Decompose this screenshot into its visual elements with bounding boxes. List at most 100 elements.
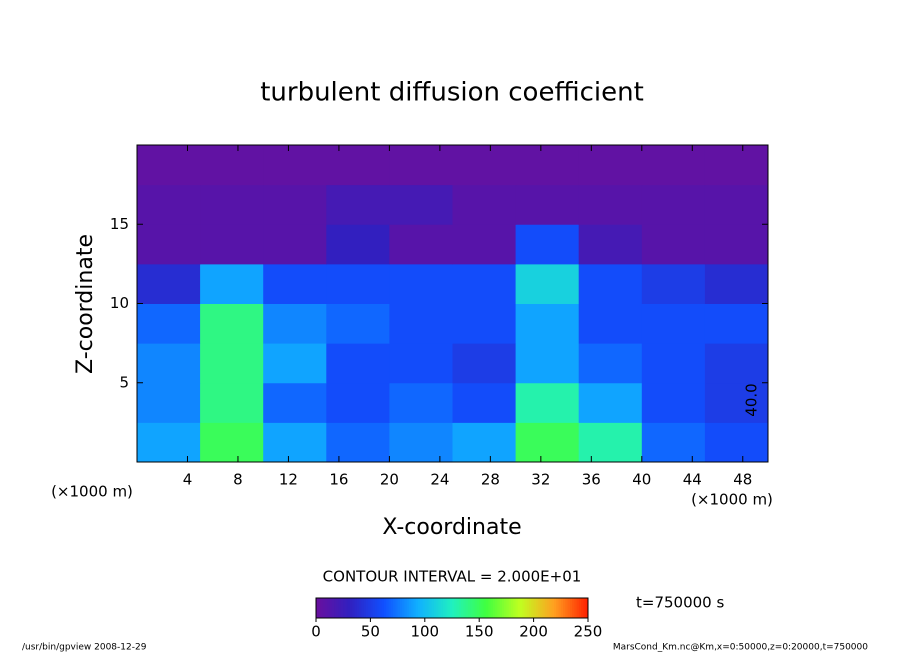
colorbar-strip xyxy=(535,598,539,618)
cell xyxy=(515,382,580,423)
colorbar-strip xyxy=(413,598,417,618)
colorbar-strip xyxy=(452,598,455,618)
cell xyxy=(326,303,390,344)
colorbar-strip xyxy=(381,598,385,618)
colorbar-strip xyxy=(338,598,342,618)
cell xyxy=(389,422,453,463)
colorbar-strip xyxy=(345,598,349,618)
colorbar-strip xyxy=(415,598,419,618)
cell xyxy=(200,303,264,344)
colorbar-strip xyxy=(470,598,473,618)
colorbar-strip xyxy=(515,598,519,618)
cell xyxy=(263,224,327,265)
time-label: t=750000 s xyxy=(636,594,724,612)
cell xyxy=(326,145,390,186)
colorbar-strip xyxy=(399,598,403,618)
colorbar-strip xyxy=(327,598,331,618)
cell xyxy=(704,224,769,265)
colorbar-strip xyxy=(481,598,485,618)
colorbar-strip xyxy=(554,598,557,618)
colorbar-strip xyxy=(556,598,560,618)
cell xyxy=(452,303,517,344)
cell xyxy=(326,263,390,304)
cell xyxy=(389,184,453,225)
cell xyxy=(200,145,264,186)
colorbar-strip xyxy=(483,598,487,618)
colorbar-strip xyxy=(431,598,435,618)
x-unit-left: (×1000 m) xyxy=(51,483,133,501)
cell xyxy=(452,184,517,225)
colorbar-strip xyxy=(520,598,523,618)
colorbar-strip xyxy=(331,598,335,618)
contour-interval: CONTOUR INTERVAL = 2.000E+01 xyxy=(323,568,582,586)
colorbar-strip xyxy=(488,598,492,618)
x-tick-label: 20 xyxy=(380,471,399,489)
colorbar-tick-label: 100 xyxy=(410,623,439,641)
colorbar-strip xyxy=(558,598,562,618)
cell xyxy=(704,184,769,225)
colorbar-strip xyxy=(540,598,544,618)
colorbar-strip xyxy=(370,598,374,618)
colorbar-strip xyxy=(456,598,460,618)
cell xyxy=(515,343,580,384)
colorbar-strip xyxy=(510,598,514,618)
chart-title: turbulent diffusion coefficient xyxy=(260,78,644,108)
cell xyxy=(263,382,327,423)
cell xyxy=(641,263,706,304)
colorbar-strip xyxy=(429,598,433,618)
colorbar-tick-label: 150 xyxy=(465,623,494,641)
colorbar-strip xyxy=(581,598,584,618)
cell xyxy=(326,184,390,225)
colorbar-strip xyxy=(585,598,589,618)
cell xyxy=(452,263,517,304)
colorbar-strip xyxy=(529,598,532,618)
cell xyxy=(326,382,390,423)
colorbar-strip xyxy=(565,598,569,618)
cell xyxy=(452,145,517,186)
colorbar-strip xyxy=(567,598,571,618)
colorbar-strip xyxy=(377,598,380,618)
colorbar-strip xyxy=(406,598,410,618)
cell xyxy=(389,303,453,344)
colorbar-strip xyxy=(467,598,471,618)
colorbar-strip xyxy=(506,598,510,618)
cell xyxy=(263,145,327,186)
colorbar-strip xyxy=(524,598,528,618)
colorbar-strip xyxy=(347,598,351,618)
colorbar-strip xyxy=(472,598,476,618)
colorbar-strip xyxy=(538,598,541,618)
colorbar-strip xyxy=(325,598,328,618)
colorbar-strip xyxy=(379,598,383,618)
colorbar-strip xyxy=(544,598,548,618)
colorbar-strip xyxy=(334,598,337,618)
colorbar-strip xyxy=(436,598,439,618)
colorbar-strip xyxy=(445,598,448,618)
colorbar-strip xyxy=(340,598,344,618)
colorbar-strip xyxy=(501,598,505,618)
colorbar-strip xyxy=(316,598,319,618)
colorbar-strip xyxy=(549,598,553,618)
colorbar-strip xyxy=(402,598,405,618)
cell xyxy=(326,343,390,384)
cell xyxy=(200,263,264,304)
cell xyxy=(263,303,327,344)
colorbar-strip xyxy=(563,598,566,618)
colorbar-strip xyxy=(422,598,426,618)
colorbar-strip xyxy=(486,598,489,618)
colorbar-tick-label: 50 xyxy=(361,623,380,641)
contour-annotation: 40.0 xyxy=(743,383,761,416)
colorbar-strip xyxy=(526,598,530,618)
colorbar-strip xyxy=(492,598,496,618)
colorbar-strip xyxy=(393,598,396,618)
colorbar-strip xyxy=(384,598,387,618)
colorbar-strip xyxy=(465,598,469,618)
cell xyxy=(452,382,517,423)
cell xyxy=(641,145,706,186)
colorbar-strip xyxy=(533,598,537,618)
cell xyxy=(515,145,580,186)
x-unit-right: (×1000 m) xyxy=(691,491,773,509)
cell xyxy=(515,224,580,265)
cell xyxy=(704,145,769,186)
cell xyxy=(389,382,453,423)
